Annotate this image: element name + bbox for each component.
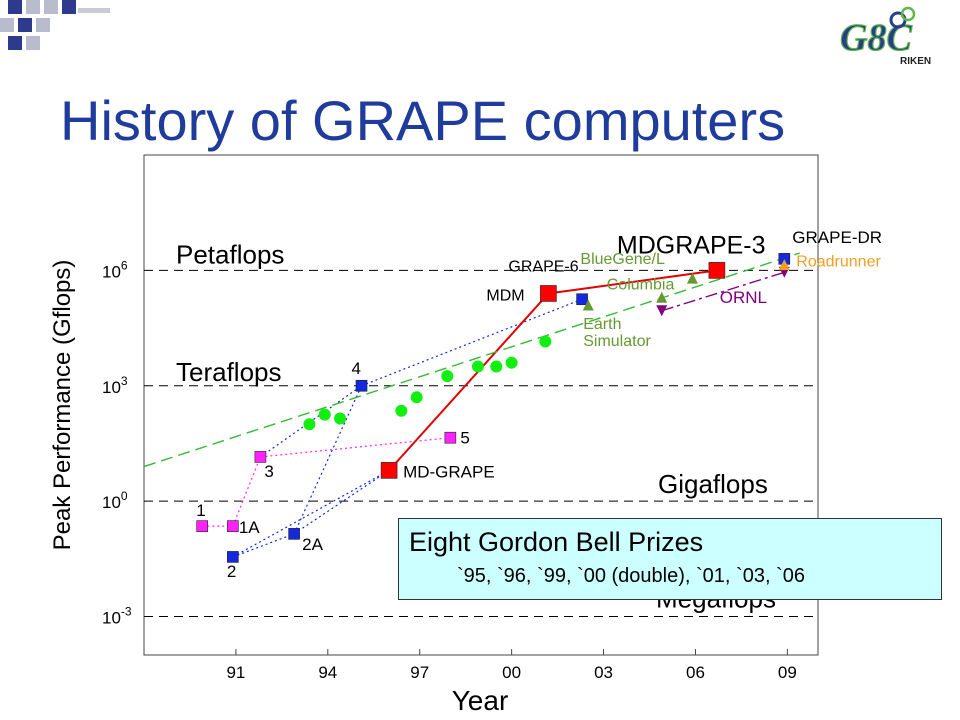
- point-label-5: 5: [460, 429, 469, 448]
- marker-3: [254, 451, 267, 463]
- data-markers: [196, 253, 791, 563]
- x-tick-label-09: 09: [778, 663, 797, 682]
- marker-general-purpose-4: [410, 391, 423, 404]
- connector-2: [260, 437, 451, 458]
- y-tick-label-10e0: 100: [102, 489, 128, 512]
- axis-ticks: 91 94 97 00 03 06 09 106 103 100 10-3: [102, 258, 797, 682]
- connector-10: [548, 269, 718, 295]
- reference-label-gigaflops: Gigaflops: [658, 469, 768, 499]
- marker-4: [355, 379, 368, 392]
- x-tick-label-06: 06: [686, 663, 705, 682]
- annotation-years: `95, `96, `99, `00 (double), `01, `03, `…: [457, 565, 805, 587]
- marker-mdgrape-3: [708, 262, 726, 279]
- marker-roadrunner: [778, 259, 790, 271]
- reference-lines: PetaflopsTeraflopsGigaflopsMegaflops: [144, 239, 818, 618]
- plot-area: [143, 154, 819, 656]
- point-label-grape-dr: GRAPE-DR: [792, 228, 882, 247]
- x-tick-label-91: 91: [226, 663, 245, 682]
- svg-text:RIKEN: RIKEN: [900, 56, 931, 67]
- marker-md-grape: [380, 462, 398, 479]
- marker-ornl: [656, 305, 668, 317]
- point-labels: 1 1A 3 5 2 2A 4 GRAPE-DR MD-GRAPE MDM MDGRAPE-3 Ear…: [196, 228, 882, 581]
- point-label-1: 1: [196, 501, 205, 520]
- x-tick-label-00: 00: [502, 663, 521, 682]
- marker-general-purpose-7: [490, 360, 503, 373]
- marker-general-purpose-3: [395, 404, 408, 417]
- marker-1a: [227, 520, 239, 532]
- riken-logo: G8C RIKEN: [839, 6, 931, 67]
- gordon-bell-annotation: Eight Gordon Bell Prizes `95, `96, `99, …: [398, 518, 942, 600]
- y-tick-label-10e6: 106: [102, 258, 128, 281]
- connector-9: [388, 292, 550, 472]
- connector-12: [143, 252, 800, 468]
- marker-earth-simulator: [582, 299, 594, 311]
- reference-label-teraflops: Teraflops: [176, 357, 282, 387]
- point-label-mdgrape-3: MDGRAPE-3: [617, 231, 766, 259]
- x-tick-label-97: 97: [410, 663, 429, 682]
- point-label-mdm: MDM: [486, 287, 524, 304]
- marker-general-purpose-6: [471, 360, 484, 373]
- y-axis-title: Peak Performance (Gflops): [49, 260, 76, 551]
- point-label-md-grape: MD-GRAPE: [403, 462, 495, 481]
- x-tick-label-94: 94: [318, 663, 337, 682]
- connector-lines: [143, 252, 800, 558]
- point-label-bluegene-l: BlueGene/L: [580, 251, 665, 268]
- marker-general-purpose-9: [539, 335, 552, 348]
- corner-decoration: [0, 0, 110, 50]
- marker-general-purpose-0: [303, 418, 316, 431]
- connector-3: [232, 533, 295, 558]
- marker-general-purpose-8: [505, 356, 518, 369]
- point-label-columbia: Columbia: [607, 276, 675, 293]
- marker-2: [227, 551, 239, 563]
- connector-4: [293, 385, 363, 535]
- point-label-grape-6: GRAPE-6: [508, 258, 578, 275]
- marker-2a: [288, 528, 300, 540]
- marker-mdm: [540, 285, 557, 302]
- point-label-1a: 1A: [239, 518, 260, 537]
- marker-bluegene-l: [686, 272, 698, 284]
- point-label-3: 3: [264, 462, 273, 481]
- connector-8: [293, 469, 390, 535]
- connector-1: [232, 456, 261, 527]
- x-axis-title: Year: [452, 685, 509, 716]
- connector-11: [661, 271, 785, 312]
- svg-text:G8C: G8C: [840, 17, 912, 59]
- reference-label-petaflops: Petaflops: [176, 239, 284, 269]
- marker-general-purpose-5: [441, 370, 454, 383]
- marker-5: [444, 431, 457, 444]
- y-tick-label-10e3: 103: [102, 374, 128, 397]
- point-label-ornl: ORNL: [720, 288, 767, 307]
- marker-general-purpose-2: [334, 412, 347, 425]
- marker-columbia: [656, 291, 668, 303]
- annotation-title: Eight Gordon Bell Prizes: [409, 527, 704, 557]
- point-label-2a: 2A: [302, 535, 323, 554]
- point-label-earth-simulator: Earth Simulator: [583, 316, 651, 350]
- point-label-roadrunner: Roadrunner: [796, 254, 881, 271]
- marker-general-purpose-1: [318, 408, 331, 421]
- marker-grape-even-3: [576, 293, 588, 306]
- point-label-4: 4: [352, 359, 361, 378]
- point-label-2: 2: [227, 562, 236, 581]
- y-tick-label-10e-3: 10-3: [102, 605, 132, 628]
- x-tick-label-03: 03: [594, 663, 613, 682]
- marker-1: [196, 520, 209, 532]
- slide-title: History of GRAPE computers: [60, 89, 786, 152]
